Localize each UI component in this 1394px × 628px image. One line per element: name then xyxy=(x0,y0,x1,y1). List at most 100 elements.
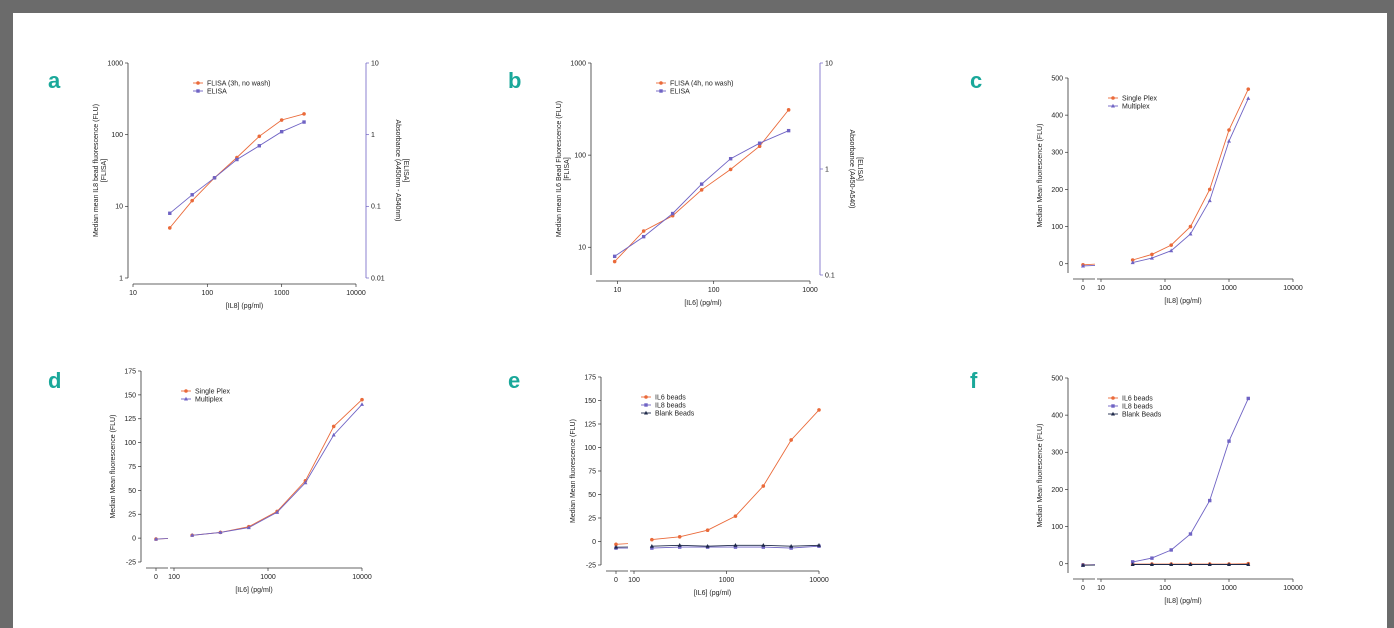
y2-axis-label: Absorbance (A450nm - A540nm) xyxy=(394,120,401,222)
y-tick-label: 150 xyxy=(584,398,596,405)
data-point xyxy=(670,211,675,216)
x-tick-label: 100 xyxy=(1159,585,1171,592)
data-point xyxy=(644,395,648,399)
chart-panel-e: e -25 0 25 50 75 100 125 150 175 Median Mean fluor… xyxy=(508,368,829,597)
data-point xyxy=(190,533,195,537)
x-tick-label: 0 xyxy=(614,577,618,584)
legend-entry: Single Plex xyxy=(1122,95,1158,102)
data-point xyxy=(1227,138,1231,143)
data-point xyxy=(699,182,704,186)
data-point xyxy=(212,176,217,180)
y-axis-label: Median Mean fluorescence (FLU) xyxy=(1037,424,1044,528)
x-tick-label: 100 xyxy=(708,287,720,294)
legend-entry: ELISA xyxy=(670,88,690,95)
x-axis-label: [IL6] (pg/ml) xyxy=(235,587,272,594)
y2-tick-label: 0.1 xyxy=(825,272,835,279)
series-line xyxy=(192,399,363,536)
data-point xyxy=(1111,103,1115,108)
data-point xyxy=(644,403,648,407)
legend-entry: IL8 beads xyxy=(1122,403,1153,410)
data-point xyxy=(733,545,738,549)
data-point xyxy=(190,193,194,197)
x-tick-label: 10 xyxy=(1097,285,1105,292)
legend-entry: Multiplex xyxy=(1122,103,1150,110)
y-axis-label: Median mean IL6 Bead Fluorescence (FLU) xyxy=(556,101,563,237)
data-point xyxy=(728,157,733,161)
panel-letter: f xyxy=(970,368,978,393)
data-point xyxy=(614,544,618,549)
data-point xyxy=(218,530,223,534)
y-axis-label: Median Mean fluorescence (FLU) xyxy=(110,415,117,519)
data-point xyxy=(1149,562,1154,566)
legend-entry: IL6 beads xyxy=(1122,395,1153,402)
y-tick-label: 500 xyxy=(1051,375,1063,382)
legend-entry: FLISA (3h, no wash) xyxy=(207,80,270,87)
figure-canvas: a 1 10 100 1000 Median mean IL8 bead fluoresc… xyxy=(13,13,1387,628)
series-line xyxy=(1132,98,1249,264)
data-point xyxy=(1207,198,1212,203)
data-point xyxy=(1227,562,1231,566)
data-point xyxy=(1246,562,1251,566)
data-point xyxy=(757,144,762,149)
data-point xyxy=(360,397,364,402)
data-point xyxy=(761,484,766,488)
data-point xyxy=(257,144,261,148)
data-point xyxy=(705,528,710,533)
y-tick-label: -25 xyxy=(586,562,596,569)
series-blank-beads xyxy=(1081,562,1251,567)
data-point xyxy=(612,254,617,259)
series-line-zero-segment xyxy=(615,543,629,545)
y-axis-label: Median Mean fluorescence (FLU) xyxy=(1037,124,1044,228)
y-tick-label: 1000 xyxy=(570,60,586,67)
data-point xyxy=(1188,231,1193,236)
series-line xyxy=(1132,398,1249,563)
data-point xyxy=(789,544,794,548)
data-point xyxy=(1111,411,1115,416)
legend-entry: Single Plex xyxy=(195,388,231,395)
data-point xyxy=(641,234,646,239)
y-tick-label: 0 xyxy=(1059,261,1063,268)
data-point xyxy=(678,545,682,549)
x-tick-label: 0 xyxy=(1081,585,1085,592)
data-point xyxy=(728,167,733,172)
y-tick-label: -25 xyxy=(126,559,136,566)
y-tick-label: 300 xyxy=(1051,150,1063,157)
y-tick-label: 75 xyxy=(128,464,136,471)
y-tick-label: 150 xyxy=(124,392,136,399)
series-blank-beads xyxy=(614,543,821,549)
y2-tick-label: 1 xyxy=(371,132,375,139)
data-point xyxy=(1130,258,1135,262)
series-multiplex xyxy=(1081,96,1251,268)
y2-tick-label: 1 xyxy=(825,166,829,173)
data-point xyxy=(1150,556,1154,560)
data-point xyxy=(1246,96,1251,100)
x-axis-label: [IL8] (pg/ml) xyxy=(226,303,263,310)
data-point xyxy=(699,188,704,192)
data-point xyxy=(1130,560,1135,564)
data-point xyxy=(705,544,710,548)
y-tick-label: 10 xyxy=(578,245,586,252)
y-tick-label: 10 xyxy=(115,204,123,211)
legend-entry: IL8 beads xyxy=(655,402,686,409)
y2-tick-label: 10 xyxy=(825,60,833,67)
series-flisa-3h-no-wash- xyxy=(167,112,306,230)
data-point xyxy=(1169,248,1174,253)
data-point xyxy=(1208,498,1212,503)
x-axis-label: [IL6] (pg/ml) xyxy=(684,300,721,307)
data-point xyxy=(1188,562,1193,566)
y-tick-label: 125 xyxy=(584,421,596,428)
data-point xyxy=(331,424,336,429)
y-tick-label: 75 xyxy=(588,468,596,475)
legend-entry: Blank Beads xyxy=(655,410,695,417)
y-tick-label: 50 xyxy=(128,488,136,495)
series-line-zero-segment xyxy=(1082,265,1096,267)
y-tick-label: 0 xyxy=(132,536,136,543)
x-tick-label: 1000 xyxy=(719,577,735,584)
data-point xyxy=(257,134,262,139)
data-point xyxy=(659,89,663,93)
y-axis-label: [FLISA] xyxy=(564,157,571,180)
data-point xyxy=(612,259,617,264)
y-tick-label: 50 xyxy=(588,492,596,499)
y-tick-label: 500 xyxy=(1051,75,1063,82)
